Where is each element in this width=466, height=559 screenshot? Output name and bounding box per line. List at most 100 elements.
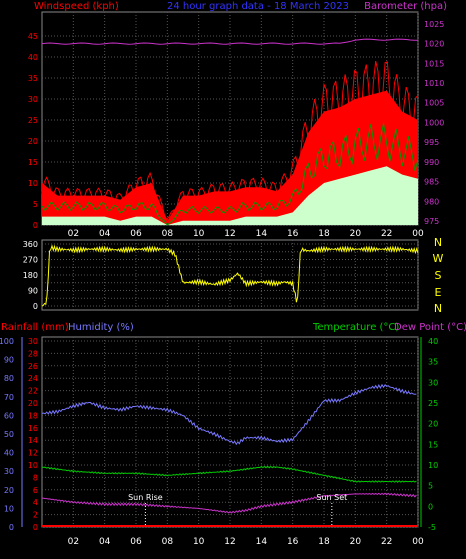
dir-y-tick-label: 0 [33,302,38,311]
temp-x-tick-label: 14 [256,537,268,547]
dir-y-tick-label: 180 [23,271,38,280]
wind-y-tick-label: 0 [33,221,38,230]
temp-x-tick-label: 12 [224,537,235,547]
direction-panel: 0 90 180 270 360 [23,240,419,311]
wind-x-tick-label: 20 [350,229,362,239]
rain-y-tick-label: 30 [28,337,38,346]
compass-w: W [433,252,444,265]
wind-x-tick-label: 14 [256,229,268,239]
temp-y-tick-label: 20 [428,420,438,429]
wind-x-tick-label: 12 [224,229,235,239]
temp-y-tick-label: 35 [428,358,438,367]
temp-x-tick-label: 04 [99,537,111,547]
humidity-y-tick-label: 50 [4,430,14,439]
temp-x-tick-label: 10 [193,537,205,547]
wind-y-tick-label: 20 [28,137,38,146]
baro-y-tick-label: 1010 [424,79,444,88]
temperature-line [41,465,417,483]
rain-y-tick-label: 26 [28,362,38,371]
rain-y-tick-label: 22 [28,387,38,396]
wind-direction-line [41,244,419,307]
humidity-y-tick-label: 0 [9,523,14,532]
rain-y-tick-label: 28 [28,349,38,358]
baro-y-tick-label: 985 [424,178,439,187]
windspeed-title: Windspeed (kph) [34,1,119,12]
temperature-label: Temperature (°C) [312,322,399,333]
rain-y-tick-label: 4 [33,498,38,507]
temp-x-tick-label: 08 [162,537,174,547]
wind-x-tick-label: 10 [193,229,205,239]
baro-y-tick-label: 1025 [424,20,444,29]
temp-y-tick-label: 15 [428,440,438,449]
humidity-y-tick-label: 10 [4,504,14,513]
dir-y-tick-label: 360 [23,240,38,249]
dewpoint-line [41,492,417,514]
baro-y-tick-label: 1005 [424,99,444,108]
sunrise-label: Sun Rise [128,493,163,502]
barometer-title: Barometer (hpa) [364,1,447,12]
baro-y-tick-label: 1015 [424,59,444,68]
wind-y-tick-label: 35 [28,74,38,83]
temp-x-tick-label: 22 [381,537,392,547]
chart-date-title: 24 hour graph data - 18 March 2023 [167,1,349,12]
dir-y-tick-label: 270 [23,256,38,265]
compass-s: S [435,269,442,282]
wind-x-tick-label: 18 [318,229,330,239]
wind-y-tick-label: 25 [28,116,38,125]
wind-x-tick-label: 06 [130,229,142,239]
temp-x-tick-label: 16 [287,537,299,547]
temp-x-tick-label: 00 [412,537,424,547]
temp-x-tick-label: 06 [130,537,142,547]
wind-x-tick-label: 02 [68,229,79,239]
wind-x-tick-label: 04 [99,229,111,239]
baro-y-tick-label: 1020 [424,40,444,49]
wind-x-tick-label: 08 [162,229,174,239]
baro-y-tick-label: 980 [424,197,439,206]
rain-y-tick-label: 8 [33,473,38,482]
wind-y-tick-label: 45 [28,32,38,41]
rain-y-tick-label: 14 [28,436,38,445]
temp-y-tick-label: 30 [428,378,438,387]
gust-spike-line [41,60,419,221]
wind-x-tick-label: 22 [381,229,392,239]
temp-x-tick-label: 20 [350,537,362,547]
humidity-y-tick-label: 80 [4,374,14,383]
dir-y-tick-label: 90 [28,287,38,296]
temp-y-tick-label: 5 [428,482,433,491]
average-wind-line [41,123,419,226]
compass-e: E [435,286,442,299]
temperature-panel: 0102030405060708090100024681012141618202… [0,337,438,547]
humidity-y-tick-label: 30 [4,467,14,476]
baro-y-tick-label: 995 [424,138,439,147]
dewpoint-label: Dew Point (°C) [394,322,466,333]
humidity-y-tick-label: 70 [4,393,14,402]
rain-y-tick-label: 24 [28,374,38,383]
baro-y-tick-label: 1000 [424,118,444,127]
low-wind-area [42,166,418,225]
compass-n-top: N [434,236,442,249]
temp-x-tick-label: 18 [318,537,330,547]
humidity-y-tick-label: 40 [4,449,14,458]
rain-y-tick-label: 0 [33,523,38,532]
temp-y-tick-label: 25 [428,399,438,408]
rain-y-tick-label: 16 [28,424,38,433]
humidity-y-tick-label: 20 [4,486,14,495]
wind-y-tick-label: 30 [28,95,38,104]
temp-y-tick-label: 40 [428,337,438,346]
wind-y-tick-label: 15 [28,158,38,167]
compass-n-bottom: N [434,302,442,315]
wind-y-tick-label: 10 [28,179,38,188]
humidity-line [41,383,417,446]
rain-y-tick-label: 10 [28,461,38,470]
temp-panel-frame [41,336,419,528]
temp-x-tick-label: 02 [68,537,79,547]
rainfall-label: Rainfall (mm) [1,322,69,333]
wind-y-tick-label: 5 [33,200,38,209]
wind-x-tick-label: 00 [412,229,424,239]
wind-y-tick-label: 40 [28,53,38,62]
sunset-label: Sun Set [316,493,347,502]
baro-y-tick-label: 990 [424,158,439,167]
baro-y-tick-label: 975 [424,217,439,226]
temp-y-tick-label: 10 [428,461,438,470]
